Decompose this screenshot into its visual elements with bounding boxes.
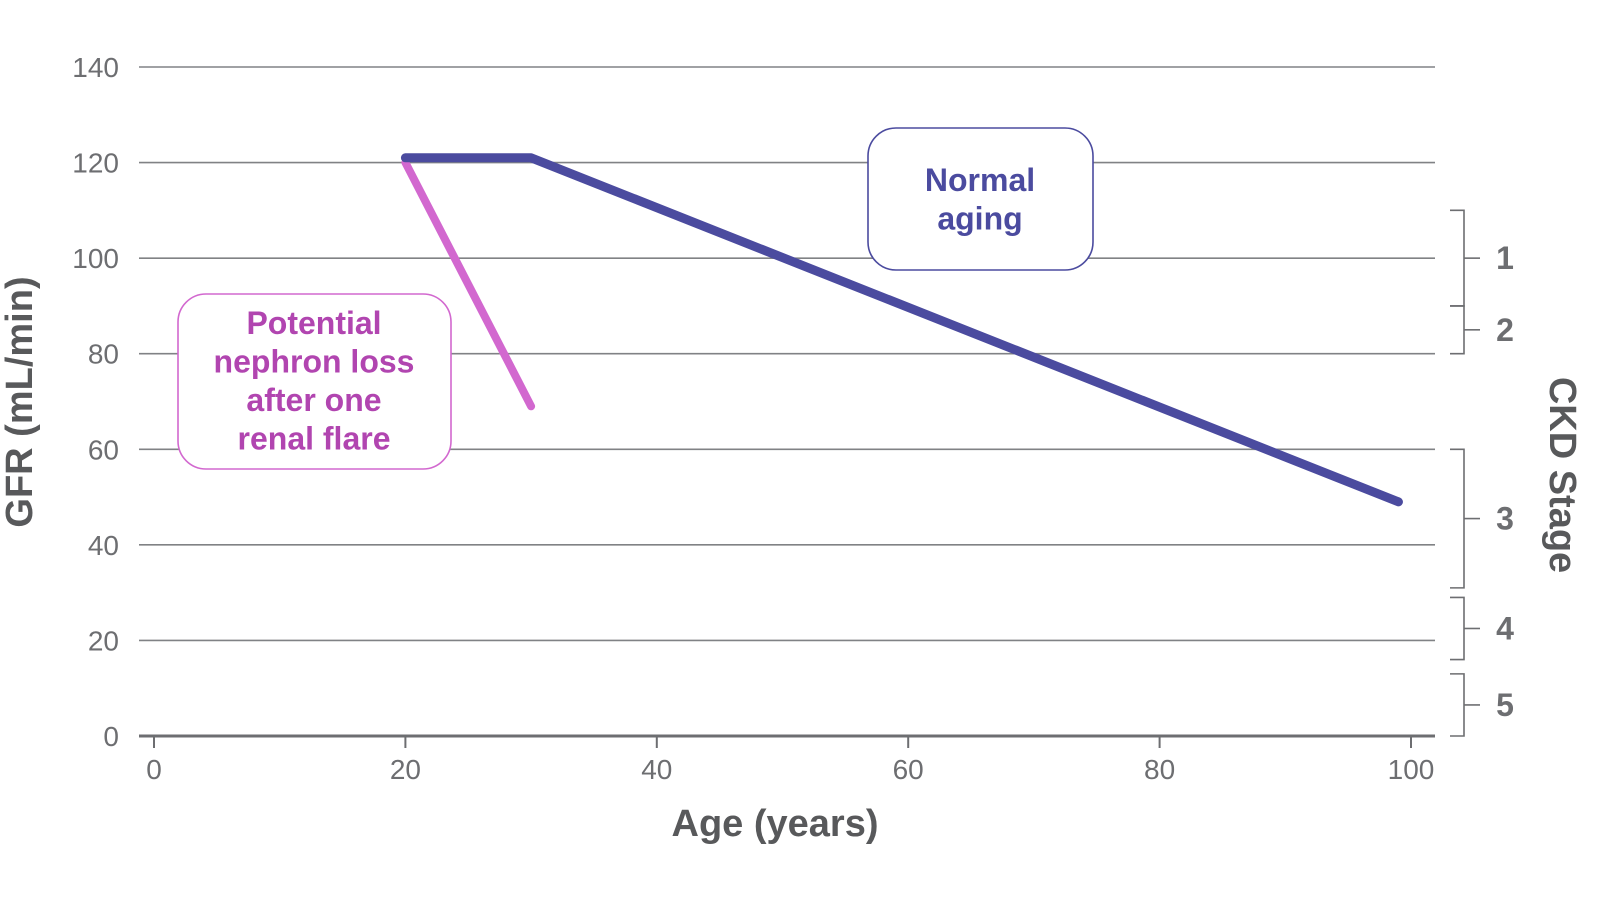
callout-box: [867, 127, 1094, 271]
callout-text-line: renal flare: [238, 421, 391, 457]
ckd-stage-label: 2: [1496, 312, 1514, 348]
x-tick-label: 40: [641, 754, 672, 785]
x-tick-label: 60: [893, 754, 924, 785]
x-tick-label: 0: [146, 754, 162, 785]
y-tick-label: 100: [72, 243, 119, 274]
y-tick-labels: 0 20 40 60 80 100 120 140: [72, 52, 119, 752]
x-axis-title: Age (years): [672, 803, 879, 845]
y-tick-label: 0: [103, 721, 119, 752]
y-tick-label: 20: [88, 625, 119, 656]
y-tick-label: 120: [72, 148, 119, 179]
ckd-stage-bracket: 4: [1450, 596, 1514, 661]
callout-box: [177, 293, 452, 470]
ckd-stage-label: 5: [1496, 687, 1514, 723]
ckd-stage-label: 4: [1496, 610, 1514, 646]
ckd-stage-bracket: 5: [1450, 673, 1514, 737]
callout-text-line: Potential: [246, 305, 381, 341]
ckd-stage-title: CKD Stage: [1541, 377, 1583, 573]
callout-text-line: nephron loss: [214, 344, 415, 380]
x-axis: 0 20 40 60 80 100: [139, 734, 1435, 785]
callout-text-line: Normal: [925, 162, 1035, 198]
ckd-stage-label: 3: [1496, 501, 1514, 537]
series-lines: [400, 153, 1403, 507]
ckd-stage-bracket: 3: [1450, 448, 1514, 589]
ckd-stage-bracket: 2: [1450, 305, 1514, 355]
callout-text-line: aging: [937, 201, 1022, 237]
series-line-normal: [400, 153, 1403, 507]
y-tick-label: 80: [88, 339, 119, 370]
series-line-flare: [401, 158, 536, 411]
y-axis-title: GFR (mL/min): [0, 276, 41, 527]
x-tick-label: 100: [1388, 754, 1435, 785]
x-tick-label: 20: [390, 754, 421, 785]
y-tick-label: 60: [88, 434, 119, 465]
y-tick-label: 40: [88, 530, 119, 561]
ckd-stage-label: 1: [1496, 240, 1514, 276]
ckd-stage-axis: 1 2 3 4 5: [1450, 209, 1514, 737]
ckd-stage-bracket: 1: [1450, 209, 1514, 307]
callout-text-line: after one: [246, 382, 381, 418]
x-tick-label: 80: [1144, 754, 1175, 785]
y-tick-label: 140: [72, 52, 119, 83]
